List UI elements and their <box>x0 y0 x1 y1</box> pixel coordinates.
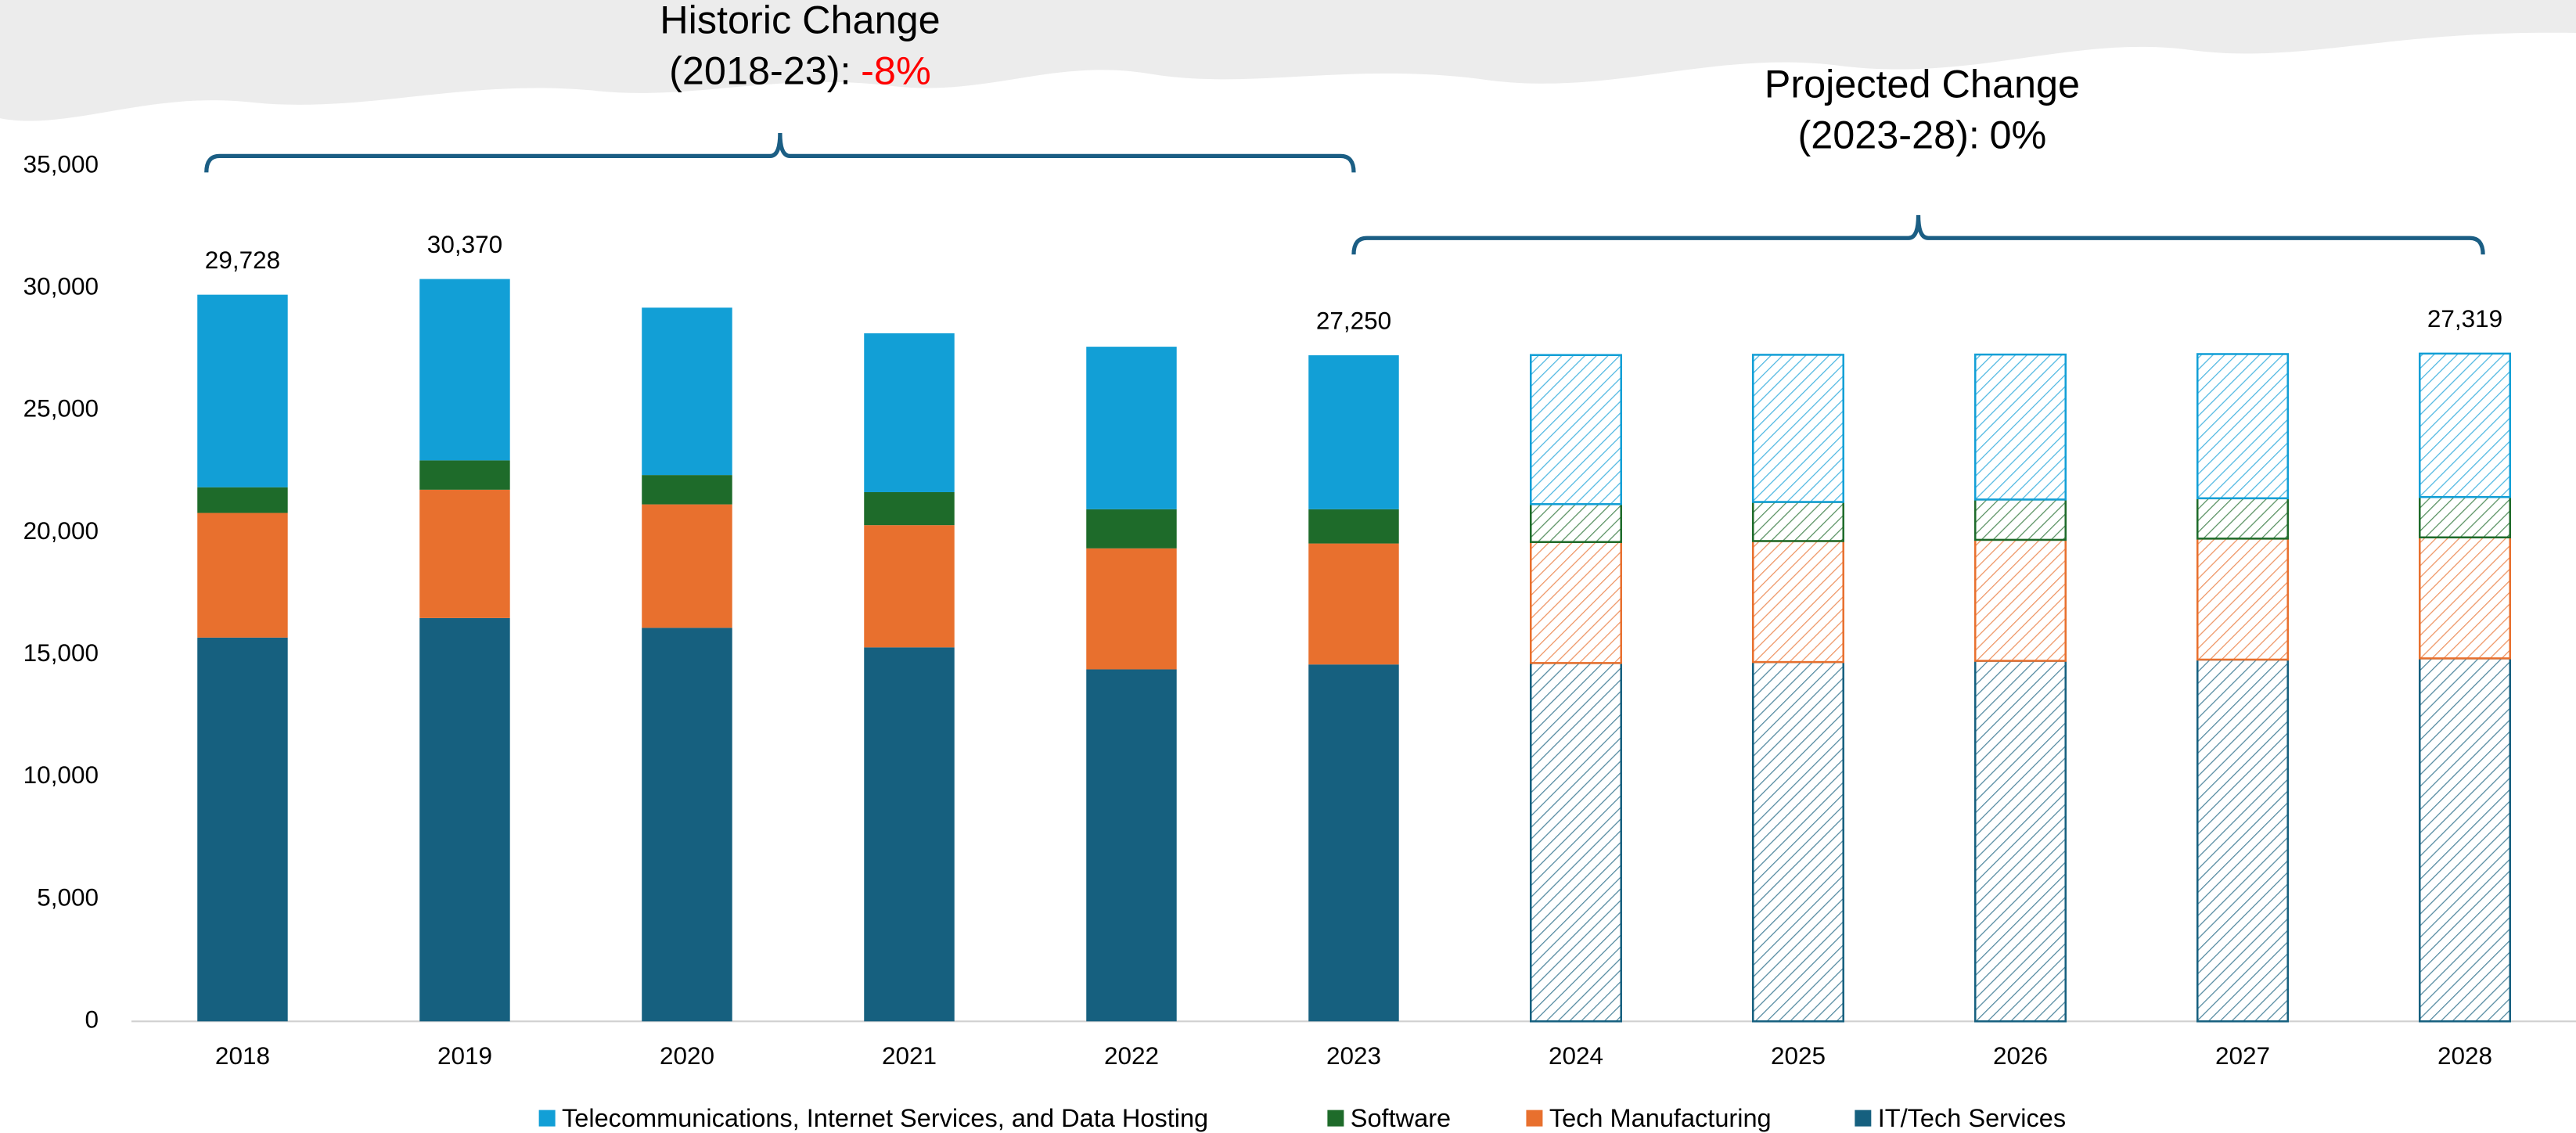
x-tick-label: 2018 <box>215 1042 270 1070</box>
y-tick-label: 30,000 <box>23 272 99 300</box>
annotation-period-text: (2023-28): <box>1797 113 1979 157</box>
bar-segment <box>419 489 510 618</box>
total-label: 27,319 <box>2427 305 2502 333</box>
legend-label: Software <box>1351 1104 1451 1132</box>
bar-segment <box>2419 495 2511 539</box>
y-tick-label: 35,000 <box>23 150 99 178</box>
bar-segment <box>1308 543 1399 665</box>
bar-segment <box>864 333 955 492</box>
x-tick-label: 2024 <box>1549 1042 1603 1070</box>
bar-segment <box>1086 548 1177 670</box>
bar-segment <box>1751 354 1844 503</box>
bar-segment <box>1973 538 2067 662</box>
y-tick-label: 15,000 <box>23 639 99 667</box>
y-tick-label: 25,000 <box>23 395 99 423</box>
bar-segment <box>2196 538 2289 661</box>
legend-label: IT/Tech Services <box>1878 1104 2066 1132</box>
bar-segment <box>1086 669 1177 1022</box>
bar-segment <box>419 617 510 1022</box>
x-tick-label: 2022 <box>1104 1042 1159 1070</box>
bar-segment <box>1308 664 1399 1022</box>
bar-segment <box>1529 541 1622 664</box>
bar-segment <box>2196 658 2289 1023</box>
bar-segment <box>1529 503 1622 543</box>
y-tick-label: 10,000 <box>23 761 99 789</box>
bar-segment <box>419 279 510 461</box>
legend-label: Telecommunications, Internet Services, a… <box>562 1104 1208 1132</box>
bar-segment <box>642 628 732 1022</box>
annotation-title: Projected Change <box>1765 62 2080 106</box>
x-tick-label: 2025 <box>1771 1042 1826 1070</box>
y-tick-label: 5,000 <box>37 883 99 911</box>
bar-segment <box>1529 354 1622 505</box>
bar-segment <box>864 491 955 526</box>
total-label: 29,728 <box>205 246 280 274</box>
bar-segment <box>1751 540 1844 664</box>
bar-segment <box>2419 352 2511 498</box>
bar-segment <box>1308 509 1399 544</box>
bar-segment <box>642 308 732 476</box>
bar-segment <box>197 637 288 1022</box>
legend-swatch <box>1327 1110 1344 1127</box>
bar-segment <box>864 647 955 1022</box>
x-tick-label: 2026 <box>1993 1042 2048 1070</box>
x-tick-label: 2021 <box>882 1042 937 1070</box>
bar-segment <box>2419 536 2511 660</box>
x-tick-label: 2019 <box>437 1042 492 1070</box>
annotation-change: 0% <box>1990 113 2047 157</box>
bar-segment <box>1751 501 1844 542</box>
bar-segment <box>197 294 288 487</box>
bar-segment <box>1086 347 1177 509</box>
bar-segment <box>1973 353 2067 501</box>
legend-label: Tech Manufacturing <box>1549 1104 1772 1132</box>
bar-segment <box>1973 498 2067 541</box>
bracket <box>1351 214 2485 255</box>
bar-segment <box>1751 660 1844 1023</box>
y-tick-label: 0 <box>85 1006 99 1034</box>
y-tick-label: 20,000 <box>23 517 99 545</box>
annotation-period: (2023-28): 0% <box>1797 113 2046 157</box>
annotation-period-text: (2018-23): <box>669 49 851 93</box>
bar-segment <box>2196 353 2289 500</box>
x-tick-label: 2028 <box>2437 1042 2492 1070</box>
legend-swatch <box>1855 1110 1872 1127</box>
legend-swatch <box>1526 1110 1543 1127</box>
background-shape <box>0 0 2576 121</box>
legend-swatch <box>538 1110 556 1127</box>
x-tick-label: 2023 <box>1326 1042 1381 1070</box>
total-label: 27,250 <box>1316 307 1391 334</box>
annotation-change: -8% <box>861 49 931 93</box>
bar-segment <box>419 460 510 490</box>
bar-segment <box>1086 509 1177 549</box>
bar-segment <box>864 525 955 648</box>
bar-segment <box>1308 355 1399 509</box>
total-label: 30,370 <box>427 231 502 258</box>
bar-segment <box>2196 497 2289 540</box>
x-tick-label: 2020 <box>660 1042 714 1070</box>
x-tick-label: 2027 <box>2215 1042 2270 1070</box>
bar-segment <box>197 513 288 638</box>
bar-segment <box>642 504 732 628</box>
annotation-title: Historic Change <box>660 0 940 42</box>
bar-segment <box>1529 662 1622 1023</box>
bar-segment <box>1973 660 2067 1023</box>
annotation-period: (2018-23): -8% <box>669 49 931 93</box>
bar-segment <box>642 475 732 505</box>
bracket <box>204 132 1356 173</box>
bar-segment <box>2419 657 2511 1023</box>
bar-segment <box>197 487 288 513</box>
